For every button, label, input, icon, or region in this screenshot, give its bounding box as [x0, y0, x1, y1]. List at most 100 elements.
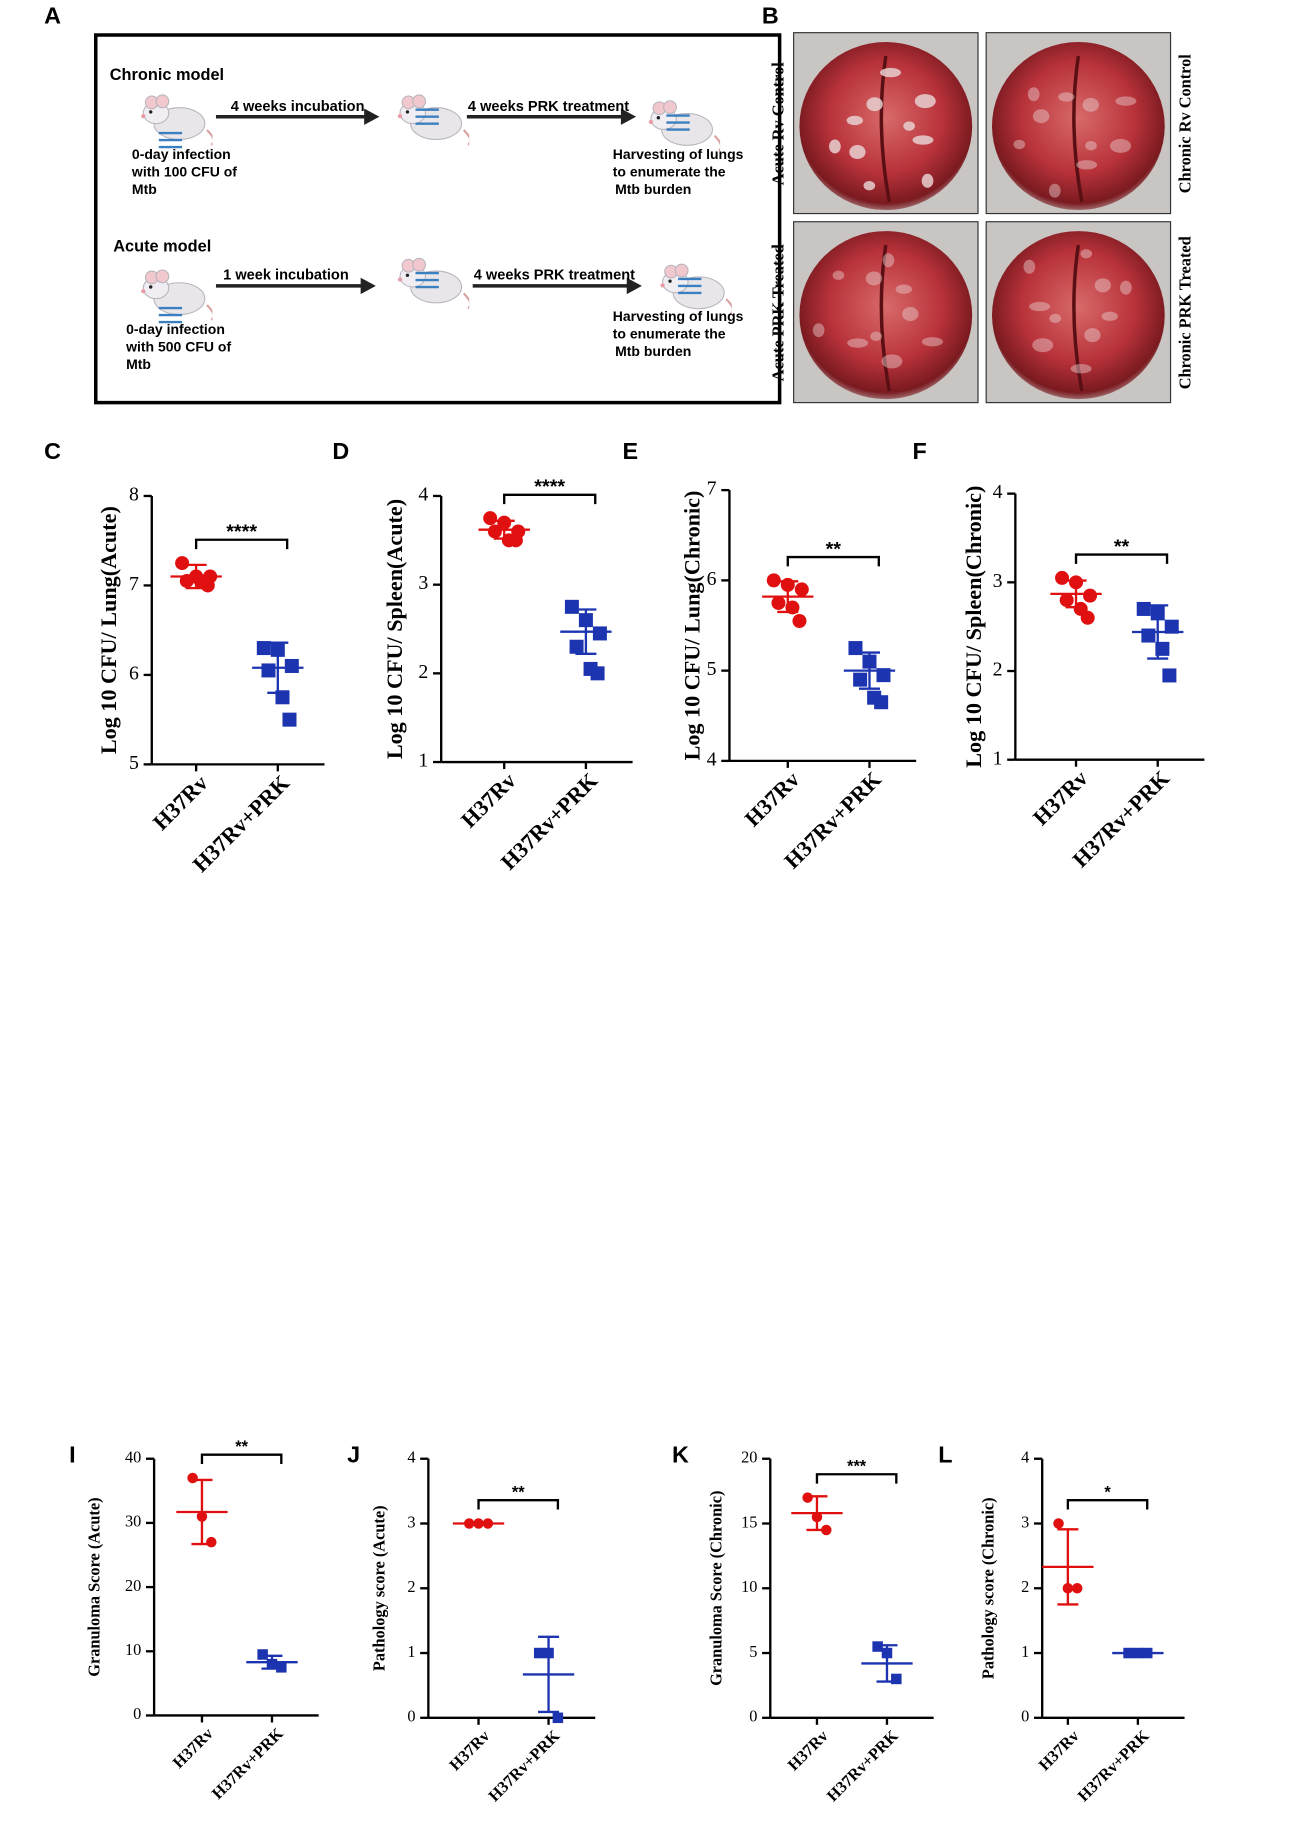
data-point	[284, 658, 299, 673]
y-axis-label: Granuloma Score (Acute)	[85, 1497, 104, 1676]
y-tick-label: 2	[1021, 1577, 1029, 1596]
photos: B Acute Rv Control Chronic Rv Control Acute…	[762, 3, 1195, 404]
significance-bar	[200, 1453, 283, 1464]
panel-label: J	[347, 1442, 360, 1468]
data-point	[1141, 628, 1156, 643]
data-point	[508, 533, 523, 548]
data-point	[200, 578, 215, 593]
lesion	[880, 67, 902, 78]
lesion	[921, 337, 943, 347]
x-tick-label: H37Rv+PRK	[208, 1724, 287, 1803]
x-tick-label: H37Rv	[456, 767, 521, 832]
y-tick-label: 2	[418, 661, 428, 683]
data-point	[1055, 570, 1070, 585]
y-tick-label: 3	[993, 570, 1003, 592]
y-tick-label: 5	[749, 1642, 757, 1661]
y-tick-label: 0	[749, 1707, 757, 1726]
y-tick-label: 6	[707, 568, 717, 590]
y-tick-label: 5	[707, 658, 717, 680]
data-point	[175, 556, 190, 571]
photo-label: Chronic PRK Treated	[1176, 236, 1195, 389]
infection-text: with 100 CFU of	[131, 163, 237, 179]
step-label: 1 week incubation	[223, 267, 349, 283]
data-point	[874, 695, 889, 710]
lesion	[895, 284, 912, 294]
panel-label: K	[672, 1442, 689, 1468]
panel-label: L	[938, 1442, 952, 1468]
error-bar	[261, 1654, 283, 1670]
data-point	[802, 1492, 813, 1503]
y-tick-label: 1	[418, 750, 428, 772]
lung-tissue	[992, 42, 1165, 211]
y-tick-label: 3	[1021, 1512, 1029, 1531]
y-tick-label: 15	[741, 1512, 757, 1531]
infection-text: Mtb	[126, 356, 151, 372]
y-tick-label: 10	[741, 1577, 757, 1596]
data-point	[569, 639, 584, 654]
significance-label: **	[1114, 536, 1130, 558]
lesion	[1085, 141, 1097, 151]
x-tick-label: H37Rv	[784, 1726, 833, 1775]
error-bar	[191, 1478, 213, 1546]
data-point	[853, 672, 868, 687]
y-tick-label: 4	[407, 1447, 415, 1466]
y-tick-label: 0	[407, 1707, 415, 1726]
infection-text: Mtb	[132, 181, 157, 197]
significance-bar	[503, 493, 597, 505]
lesion	[1076, 160, 1098, 170]
photo-label: Chronic Rv Control	[1176, 54, 1195, 194]
significance-bar	[194, 538, 289, 550]
panel-label: F	[913, 438, 927, 464]
lesion	[812, 323, 825, 338]
data-point	[187, 1472, 198, 1484]
data-point	[533, 1647, 545, 1659]
data-point	[590, 666, 605, 681]
photo-label: Acute PRK Treated	[768, 244, 787, 381]
x-tick-label: H37Rv	[1035, 1726, 1084, 1775]
significance-label: **	[235, 1438, 248, 1456]
significance-label: ****	[226, 521, 257, 543]
y-tick-label: 40	[125, 1447, 141, 1466]
arrow-head	[626, 277, 642, 295]
data-point	[256, 641, 271, 656]
panel-label: A	[44, 3, 61, 29]
y-tick-label: 30	[125, 1512, 141, 1531]
y-tick-label: 20	[125, 1576, 141, 1595]
lesion	[1032, 338, 1054, 353]
lesion	[882, 253, 895, 268]
lung-cleft	[1072, 55, 1084, 203]
y-axis-label: Log 10 CFU/ Lung(Acute)	[96, 506, 121, 754]
y-tick-label: 4	[1021, 1447, 1029, 1466]
x-tick-label: H37Rv+PRK	[1074, 1726, 1153, 1805]
arrow-head	[620, 108, 637, 125]
data-point	[1080, 610, 1095, 625]
lesion	[832, 270, 845, 280]
error-bar	[493, 519, 515, 540]
data-point	[1071, 1583, 1083, 1594]
y-tick-label: 2	[993, 659, 1003, 681]
harvest-text: to enumerate the	[613, 326, 726, 342]
infection-text: 0-day infection	[132, 146, 231, 162]
step-label: 4 weeks PRK treatment	[474, 267, 635, 283]
lesion	[1080, 249, 1093, 259]
data-point	[1162, 668, 1177, 683]
y-tick-label: 7	[129, 573, 139, 595]
lesion	[1094, 278, 1111, 293]
y-axis-label: Log 10 CFU/ Spleen(Chronic)	[961, 486, 986, 768]
significance-bar	[1074, 553, 1169, 564]
infection-text: 0-day infection	[126, 321, 225, 337]
harvest-text: Harvesting of lungs	[613, 146, 744, 162]
lesion	[1101, 311, 1119, 322]
lesion	[912, 135, 934, 145]
error-bar	[876, 1644, 898, 1683]
data-point	[487, 524, 502, 539]
data-point	[794, 582, 809, 597]
lesion	[1048, 183, 1061, 198]
data-point	[792, 613, 807, 628]
model-title: Acute model	[113, 238, 211, 256]
lung-tissue	[799, 231, 973, 400]
data-point	[483, 511, 498, 526]
error-bar	[538, 1635, 560, 1714]
